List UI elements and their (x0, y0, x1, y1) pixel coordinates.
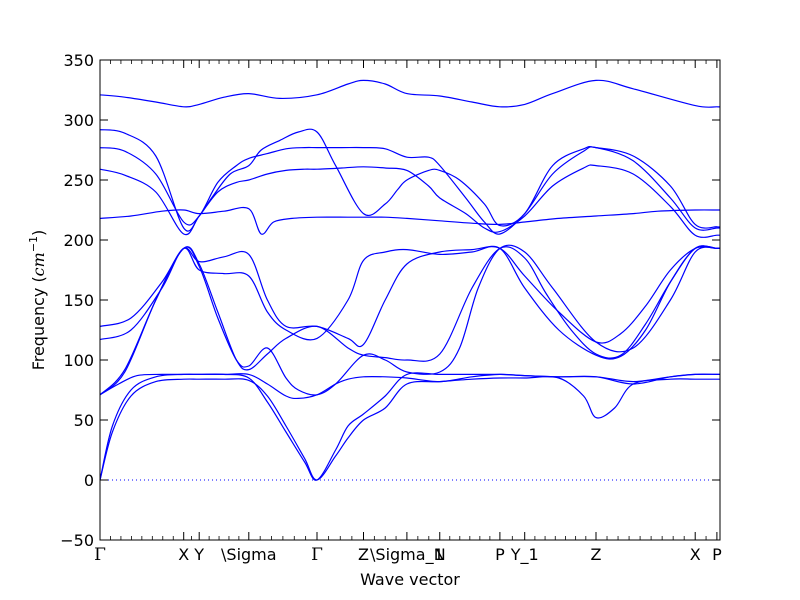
x-tick-label-13: P (712, 545, 722, 564)
y-tick-label: 0 (84, 471, 94, 490)
high-symmetry-lines (110, 60, 707, 540)
band-4 (99, 164, 720, 238)
band-lines (99, 79, 721, 481)
x-tick-label-11: Z (591, 545, 602, 564)
x-tick-label-1: Γ (94, 545, 106, 565)
y-tick-label: 250 (63, 171, 94, 190)
x-tick-label-12: X (690, 545, 701, 564)
band-7 (99, 245, 720, 360)
x-axis-label: Wave vector (360, 570, 460, 589)
x-tick-label-7: \Sigma_1 (370, 545, 444, 565)
x-tick-label-5: Γ (311, 545, 323, 565)
y-axis-ticks: −50 0 50 100 150 200 250 300 350 (60, 51, 720, 550)
y-tick-label: 150 (63, 291, 94, 310)
band-2 (99, 128, 721, 232)
band-3 (99, 146, 720, 235)
band-10 (99, 373, 720, 400)
y-axis-label-prefix: Frequency ( (29, 276, 48, 370)
y-tick-label: 50 (74, 411, 94, 430)
y-axis-label-unit: cm (29, 252, 48, 276)
y-tick-label: 200 (63, 231, 94, 250)
y-axis-label-exponent: −1 (27, 236, 40, 252)
band-12 (99, 372, 720, 481)
x-tick-label-6: Z (358, 545, 369, 564)
x-tick-label-9: P (495, 545, 505, 564)
band-11 (99, 376, 720, 481)
y-tick-label: 100 (63, 351, 94, 370)
band-5 (99, 206, 720, 235)
y-axis-label: Frequency (cm−1) (27, 230, 48, 371)
y-tick-label: 350 (63, 51, 94, 70)
x-tick-label-10: Y_1 (510, 545, 539, 565)
band-8 (99, 245, 720, 396)
y-axis-label-suffix: ) (29, 230, 48, 236)
x-tick-label-2: X (178, 545, 189, 564)
x-axis-ticks: Γ X Y \Sigma Γ Z \Sigma_1N P Y_1 Z X P (94, 60, 722, 565)
band-6 (99, 246, 720, 348)
plot-frame (99, 59, 721, 541)
y-tick-label: 300 (63, 111, 94, 130)
x-tick-label-4: \Sigma (221, 545, 277, 564)
x-tick-label-8: N (434, 545, 446, 564)
x-tick-label-3: Y (193, 545, 204, 564)
band-9 (99, 244, 721, 396)
band-1 (99, 79, 721, 108)
y-tick-label: −50 (60, 531, 94, 550)
